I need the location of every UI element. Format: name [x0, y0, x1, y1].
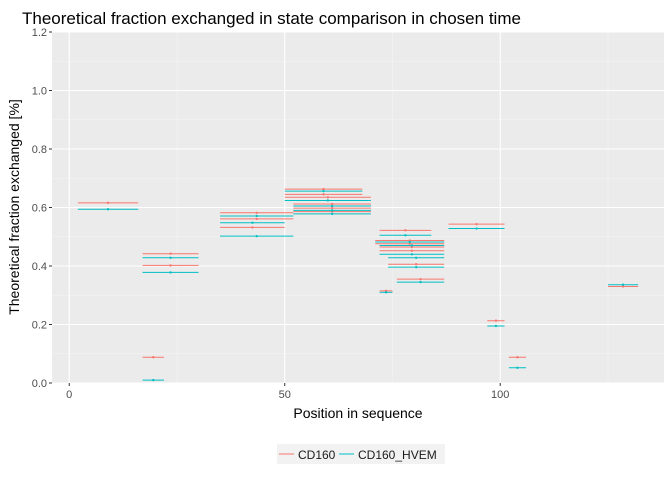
legend-label-cd160-hvem: CD160_HVEM: [358, 448, 437, 462]
y-tick-label: 1.0: [32, 86, 47, 98]
segment-point-cd160: [516, 356, 519, 359]
segment-point-cd160: [251, 226, 254, 229]
segment-point-cd160: [322, 187, 325, 191]
y-tick-label: 0.0: [32, 378, 47, 390]
segment-point-cd160-hvem: [326, 199, 330, 202]
segment-point-cd160-hvem: [404, 234, 407, 237]
segment-point-cd160: [419, 277, 422, 281]
grid-major: [52, 31, 664, 384]
segment-point-cd160-hvem: [414, 265, 418, 269]
segment-point-cd160-hvem: [330, 212, 334, 216]
segment-point-cd160-hvem: [255, 234, 258, 238]
data-segments: [77, 187, 639, 382]
segment-point-cd160-hvem: [419, 280, 422, 284]
segment-point-cd160: [408, 242, 411, 245]
segment-point-cd160-hvem: [106, 208, 110, 211]
segment-point-cd160: [404, 229, 407, 232]
legend: CD160 CD160_HVEM: [277, 444, 445, 464]
segment-point-cd160: [410, 249, 414, 252]
segment-point-cd160: [255, 211, 258, 214]
segment-point-cd160-hvem: [255, 214, 258, 218]
x-axis: 0 50 100: [66, 383, 509, 401]
legend-key-cd160-hvem: [337, 444, 445, 464]
x-axis-label: Position in sequence: [293, 405, 422, 421]
segment-point-cd160-hvem: [169, 271, 172, 274]
y-axis: 0.0 0.2 0.4 0.6 0.8 1.0 1.2: [32, 27, 52, 390]
y-tick-label: 0.2: [32, 320, 47, 332]
segment-point-cd160: [330, 202, 334, 206]
y-tick-label: 1.2: [32, 27, 47, 39]
segment-point-cd160: [169, 252, 172, 255]
segment-point-cd160: [621, 285, 625, 288]
legend-label-cd160: CD160: [298, 448, 336, 462]
x-tick-label: 50: [279, 389, 291, 401]
y-tick-label: 0.6: [32, 203, 47, 215]
segment-point-cd160-hvem: [384, 291, 388, 294]
y-tick-label: 0.4: [32, 261, 47, 273]
y-tick-label: 0.8: [32, 144, 47, 156]
chart-title: Theoretical fraction exchanged in state …: [22, 9, 521, 28]
segment-point-cd160-hvem: [410, 253, 414, 256]
segment-point-cd160: [106, 201, 110, 205]
segment-point-cd160-hvem: [330, 209, 334, 212]
segment-point-cd160: [169, 264, 172, 267]
segment-point-cd160: [330, 206, 334, 210]
segment-point-cd160: [475, 222, 478, 226]
legend-key-cd160: [277, 444, 337, 464]
segment-point-cd160-hvem: [475, 227, 478, 230]
segment-point-cd160: [322, 193, 325, 196]
segment-point-cd160-hvem: [152, 378, 155, 382]
y-axis-label: Theoretical fraction exchanged [%]: [6, 99, 22, 315]
segment-point-cd160: [326, 196, 330, 199]
segment-point-cd160-hvem: [322, 189, 325, 193]
segment-point-cd160: [255, 217, 258, 221]
segment-point-cd160: [494, 319, 498, 322]
x-tick-label: 100: [491, 389, 509, 401]
segment-point-cd160-hvem: [516, 366, 519, 369]
segment-point-cd160-hvem: [330, 204, 334, 208]
segment-point-cd160: [152, 356, 155, 359]
segment-point-cd160-hvem: [494, 324, 498, 328]
segment-point-cd160-hvem: [169, 256, 172, 260]
segment-point-cd160-hvem: [408, 240, 411, 244]
segment-point-cd160: [414, 263, 418, 266]
segment-point-cd160-hvem: [621, 283, 625, 286]
x-tick-label: 0: [66, 389, 72, 401]
segment-point-cd160-hvem: [410, 244, 414, 247]
segment-point-cd160-hvem: [251, 221, 254, 224]
segment-point-cd160-hvem: [414, 256, 418, 260]
